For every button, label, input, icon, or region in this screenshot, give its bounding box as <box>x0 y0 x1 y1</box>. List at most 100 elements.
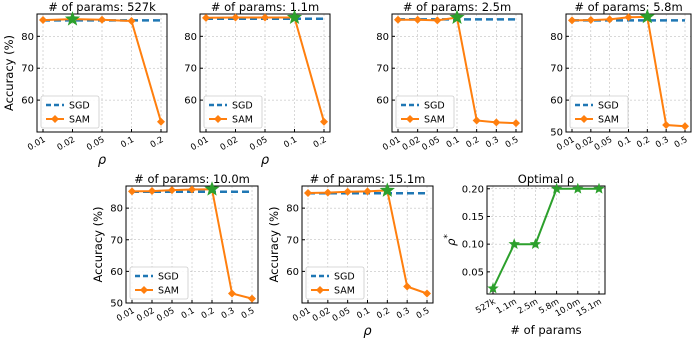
x-tick-label: 0.3 <box>395 306 412 321</box>
legend-sam-marker <box>580 115 588 123</box>
sam-marker <box>472 116 481 125</box>
chart-panel-7: 0.050.100.150.20527k1.1m2.5m5.8m10.0m15.… <box>443 172 606 337</box>
y-tick-label: 0.20 <box>462 184 484 195</box>
y-tick-label: 60 <box>110 267 123 278</box>
y-tick-label: 0.05 <box>462 267 484 278</box>
x-tick-label: 0.2 <box>149 135 166 150</box>
sam-marker <box>662 120 671 129</box>
rho-star-marker <box>572 182 584 194</box>
sam-marker <box>168 186 176 195</box>
y-axis-label: ρ* <box>443 234 458 246</box>
sam-marker <box>413 15 422 24</box>
x-axis-label: ρ <box>98 153 107 168</box>
series-line-optimal-rho <box>492 187 599 289</box>
y-tick-label: 60 <box>550 96 563 107</box>
legend-sam-marker <box>214 115 222 123</box>
sam-marker <box>202 13 210 22</box>
rho-star-marker <box>529 238 542 249</box>
legend-sgd-label: SGD <box>158 272 179 283</box>
chart-panel-2: 60 70 80 0.01 0.02 0.05 0.1 0.2 # of params: 1.1… <box>184 0 331 168</box>
x-tick-label: 0.2 <box>635 135 652 150</box>
x-tick-label: 0.1 <box>119 135 136 150</box>
sam-marker <box>343 187 352 196</box>
legend-sam-marker <box>140 286 148 294</box>
x-tick-label: 2.5m <box>516 297 540 317</box>
x-tick-label: 0.1 <box>282 135 299 150</box>
x-tick-label: 0.05 <box>85 135 106 153</box>
legend-sam-label: SAM <box>424 115 445 126</box>
sam-marker <box>624 13 633 22</box>
sam-marker <box>605 15 614 24</box>
y-axis-label: Accuracy (%) <box>267 206 281 282</box>
chart-title: # of params: 2.5m <box>403 0 511 14</box>
y-tick-label: 80 <box>21 32 34 43</box>
sam-marker <box>127 17 136 26</box>
sam-marker <box>39 16 47 25</box>
x-axis-label: ρ <box>363 324 372 339</box>
rho-star-marker <box>508 238 520 249</box>
chart-title: # of params: 10.0m <box>134 172 250 186</box>
best-star-marker <box>204 181 220 196</box>
sam-marker <box>320 117 328 126</box>
y-tick-label: 60 <box>376 96 389 107</box>
legend-sam-label: SAM <box>232 115 253 126</box>
x-tick-label: 0.01 <box>291 306 312 324</box>
sam-marker <box>228 289 236 298</box>
x-tick-label: 0.5 <box>240 306 257 321</box>
x-tick-label: 0.01 <box>26 135 47 153</box>
x-tick-label: 0.05 <box>248 135 269 153</box>
x-tick-label: 0.2 <box>312 135 329 150</box>
x-tick-label: 0.02 <box>56 135 77 153</box>
x-tick-label: 0.3 <box>654 135 671 150</box>
sam-marker <box>261 13 269 22</box>
x-tick-label: 0.1 <box>355 306 372 321</box>
y-tick-label: 50 <box>550 128 563 139</box>
y-tick-label: 70 <box>110 235 123 246</box>
chart-panel-1: 60 70 80 0.01 0.02 0.05 0.1 0.2 # of params: 527… <box>2 0 168 168</box>
sam-marker <box>586 16 595 25</box>
x-tick-label: 0.5 <box>415 306 432 321</box>
x-tick-label: 527k <box>474 297 497 316</box>
sam-marker <box>148 187 156 196</box>
chart-title: # of params: 527k <box>48 0 156 14</box>
y-tick-label: 70 <box>550 64 563 75</box>
chart-title: # of params: 15.1m <box>310 172 426 186</box>
x-tick-label: 0.02 <box>219 135 240 153</box>
y-tick-label: 80 <box>286 204 299 215</box>
x-tick-label: 0.01 <box>381 135 402 153</box>
x-tick-label: 0.5 <box>504 135 521 150</box>
rho-star-marker <box>550 182 563 194</box>
legend-sam-label: SAM <box>69 115 90 126</box>
rho-star-marker <box>487 282 499 294</box>
x-tick-label: 0.05 <box>155 306 176 324</box>
legend-sgd-label: SGD <box>232 101 253 112</box>
sam-marker <box>492 118 501 127</box>
x-tick-label: 0.05 <box>420 135 441 153</box>
sam-marker <box>157 117 165 126</box>
y-tick-label: 70 <box>286 235 299 246</box>
legend-sgd-label: SGD <box>424 101 445 112</box>
sam-marker <box>188 185 196 194</box>
sam-marker <box>681 122 689 131</box>
legend-sam-label: SAM <box>598 115 619 126</box>
sam-marker <box>433 16 442 25</box>
y-tick-label: 0.15 <box>462 212 484 223</box>
best-star-marker <box>64 11 81 26</box>
y-axis-label: Accuracy (%) <box>2 35 16 111</box>
legend-sam-marker <box>51 115 59 123</box>
best-star-marker <box>379 182 395 197</box>
chart-title: # of params: 1.1m <box>211 0 319 14</box>
rho-star-marker <box>593 182 605 194</box>
x-tick-label: 0.1 <box>180 306 197 321</box>
x-tick-label: 0.05 <box>593 135 614 153</box>
x-tick-label: 0.01 <box>189 135 210 153</box>
y-tick-label: 80 <box>184 32 197 43</box>
x-tick-label: 0.3 <box>484 135 501 150</box>
x-tick-label: 0.05 <box>331 306 352 324</box>
plot-frame <box>486 185 606 295</box>
y-tick-label: 80 <box>550 32 563 43</box>
legend-sgd-label: SGD <box>334 272 355 283</box>
